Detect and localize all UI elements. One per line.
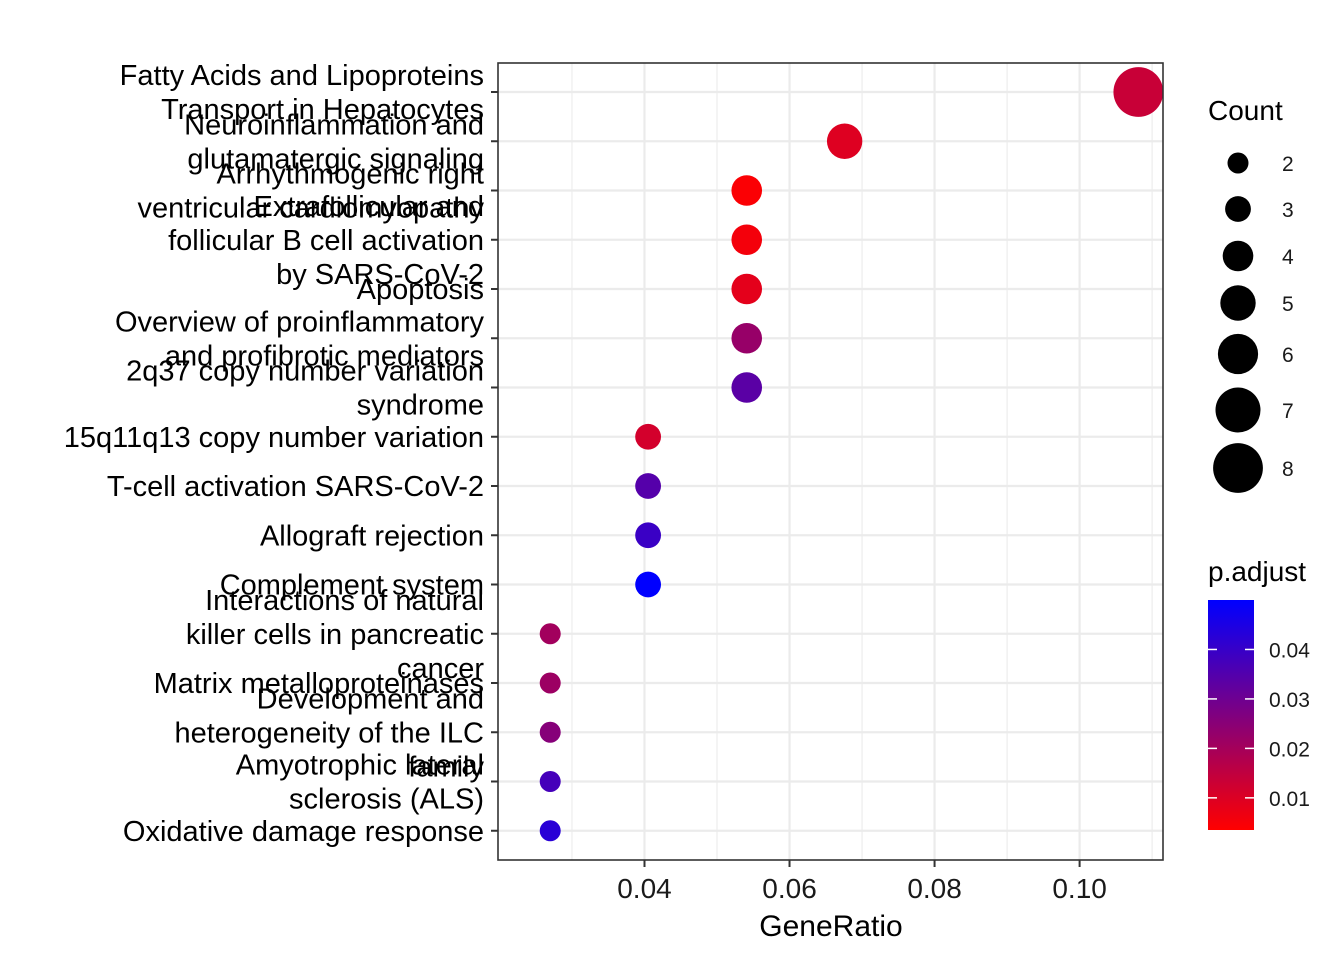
data-point — [731, 322, 763, 354]
y-tick-label: family — [408, 751, 484, 783]
plot-panel — [498, 63, 1163, 860]
data-point — [731, 273, 763, 305]
count-legend-key — [1227, 152, 1249, 174]
x-axis: GeneRatio 0.04 0.06 0.08 0.10 — [617, 860, 1107, 943]
y-tick-label: Development and — [257, 683, 484, 715]
count-legend-label: 2 — [1282, 153, 1294, 176]
grid-lines — [498, 63, 1163, 860]
y-tick-label: 15q11q13 copy number variation — [64, 422, 484, 454]
data-point — [731, 224, 763, 256]
p-adjust-tick-label: 0.02 — [1269, 738, 1310, 761]
x-tick-label: 0.10 — [1052, 873, 1107, 904]
y-tick-label: sclerosis (ALS) — [289, 784, 484, 816]
p-adjust-legend-title: p.adjust — [1208, 556, 1306, 587]
count-legend-label: 3 — [1282, 199, 1294, 222]
data-point — [731, 372, 763, 403]
data-point — [635, 423, 662, 450]
data-point — [826, 123, 863, 159]
x-tick-label: 0.04 — [617, 873, 672, 904]
panel-frame — [497, 62, 1164, 861]
y-tick-label: Arrhythmogenic right — [216, 159, 484, 191]
y-tick-label: killer cells in pancreatic — [186, 619, 484, 651]
count-legend-label: 4 — [1282, 246, 1294, 269]
y-tick-label: 2q37 copy number variation — [126, 356, 484, 388]
y-tick-label: ventricular cardiomyopathy — [137, 193, 484, 225]
y-tick-label: Apoptosis — [357, 274, 484, 306]
y-tick-label: Neuroinflammation and — [184, 109, 484, 141]
p-adjust-tick-label: 0.03 — [1269, 689, 1310, 712]
count-legend-label: 5 — [1282, 293, 1294, 316]
p-adjust-legend: p.adjust 0.01 0.02 0.03 0.04 — [1208, 556, 1310, 830]
count-legend-key — [1225, 196, 1251, 222]
data-point — [539, 721, 561, 743]
y-tick-label: Complement system — [220, 570, 484, 602]
y-tick-label: Overview of proinflammatory — [115, 306, 485, 338]
y-tick-label: T-cell activation SARS-CoV-2 — [107, 471, 484, 503]
x-tick-label: 0.06 — [762, 873, 817, 904]
data-point — [539, 820, 561, 842]
count-legend-label: 6 — [1282, 344, 1294, 367]
panel-background — [498, 63, 1163, 860]
p-adjust-tick-label: 0.01 — [1269, 788, 1310, 811]
y-tick-label: glutamatergic signaling — [187, 143, 484, 175]
p-adjust-colorbar — [1208, 600, 1254, 830]
x-tick-label: 0.08 — [907, 873, 962, 904]
count-legend-key — [1213, 443, 1263, 493]
y-tick-label: Amyotrophic lateral — [236, 750, 484, 782]
y-tick-label: and profibrotic mediators — [165, 340, 484, 372]
data-point — [635, 571, 662, 598]
y-tick-label: Oxidative damage response — [123, 816, 484, 848]
count-legend: Count 2 3 4 5 6 7 8 — [1208, 95, 1294, 493]
count-legend-label: 7 — [1282, 400, 1294, 423]
y-tick-label: cancer — [397, 653, 484, 685]
count-legend-key — [1215, 387, 1261, 433]
y-tick-label: Matrix metalloproteinases — [154, 668, 484, 700]
data-point — [635, 473, 662, 499]
count-legend-key — [1222, 240, 1254, 272]
y-tick-label: Interactions of natural — [205, 585, 484, 617]
data-point — [635, 522, 662, 549]
data-point — [731, 175, 763, 206]
y-tick-label: heterogeneity of the ILC — [174, 717, 484, 749]
y-tick-label: Fatty Acids and Lipoproteins — [120, 60, 484, 92]
count-legend-label: 8 — [1282, 458, 1294, 481]
data-point — [539, 623, 561, 645]
y-tick-label: by SARS-CoV-2 — [276, 259, 484, 291]
panel-border — [497, 62, 1164, 861]
x-axis-title: GeneRatio — [759, 910, 902, 943]
y-tick-label: Allograft rejection — [260, 520, 484, 552]
y-tick-label: syndrome — [357, 390, 484, 422]
count-legend-key — [1217, 333, 1259, 375]
data-points — [539, 67, 1164, 842]
data-point — [539, 672, 561, 694]
y-tick-label: Transport in Hepatocytes — [161, 94, 484, 126]
y-tick-label: follicular B cell activation — [168, 225, 484, 257]
data-point — [1113, 67, 1164, 117]
count-legend-title: Count — [1208, 95, 1283, 126]
y-tick-label: Extrafollicular and — [254, 191, 485, 223]
p-adjust-tick-label: 0.04 — [1269, 639, 1310, 662]
data-point — [539, 771, 561, 792]
count-legend-key — [1220, 285, 1256, 321]
